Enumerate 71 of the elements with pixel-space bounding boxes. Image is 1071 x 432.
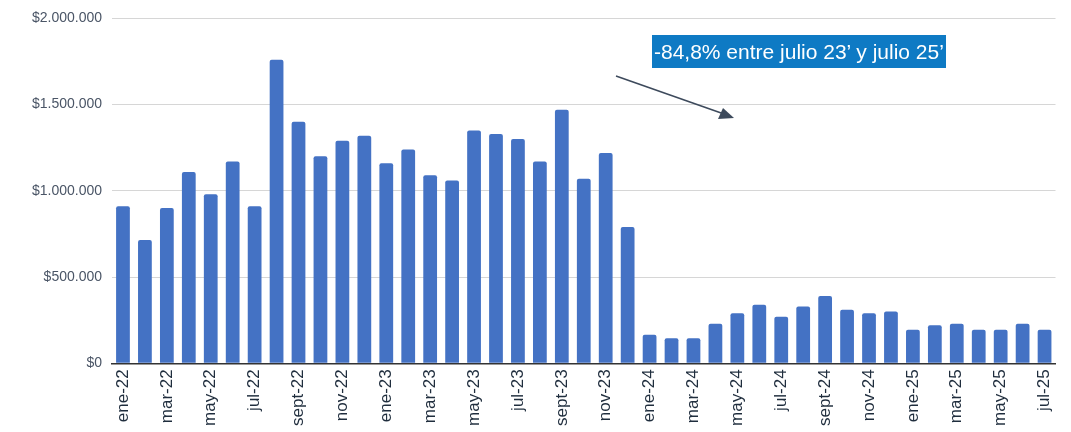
bar <box>664 338 679 363</box>
x-tick-label: jul-22 <box>244 369 264 412</box>
x-tick-label: sept-22 <box>288 369 308 426</box>
bar <box>554 109 569 363</box>
x-tick-label: mar-25 <box>946 369 966 424</box>
bar <box>906 329 920 363</box>
y-tick-label: $1.000.000 <box>31 181 103 198</box>
bar <box>357 135 372 363</box>
x-tick-label: ene-24 <box>639 369 659 423</box>
bar <box>138 240 152 363</box>
x-tick-label: mar-24 <box>683 369 703 424</box>
bar <box>642 334 657 363</box>
bar <box>862 313 876 363</box>
x-tick-label: mar-23 <box>419 369 439 424</box>
x-tick-label: ene-23 <box>375 369 395 423</box>
bar <box>686 338 701 363</box>
bar <box>818 296 833 363</box>
x-tick-label: mar-22 <box>156 369 176 424</box>
x-tick-label: sept-24 <box>814 369 834 426</box>
x-tick-label: ene-25 <box>902 369 922 423</box>
bar <box>949 323 964 363</box>
bar <box>993 329 1008 363</box>
bar <box>1015 323 1030 363</box>
bar <box>752 304 767 363</box>
bar <box>313 156 328 363</box>
bar <box>533 161 547 363</box>
bar <box>291 121 306 363</box>
bar <box>116 206 130 363</box>
bar <box>1037 329 1052 363</box>
bar <box>774 316 789 363</box>
bar <box>884 311 898 363</box>
bar <box>511 139 525 363</box>
x-tick-label: may-25 <box>990 369 1010 426</box>
bar <box>620 227 635 363</box>
bar <box>401 149 416 363</box>
x-tick-label: nov-23 <box>595 369 615 422</box>
x-tick-label: sept-23 <box>551 369 571 426</box>
x-tick-label: ene-22 <box>112 369 132 423</box>
bar <box>971 329 986 363</box>
annotation: -84,8% entre julio 23’ y julio 25’ <box>652 35 946 68</box>
y-tick-label: $2.000.000 <box>31 9 103 26</box>
bar <box>181 171 196 363</box>
bar <box>203 194 218 363</box>
x-tick-label: jul-23 <box>507 369 527 412</box>
bar <box>225 161 240 363</box>
bar <box>840 309 854 363</box>
bar <box>423 175 438 363</box>
bar <box>247 206 262 363</box>
y-tick-label: $500.000 <box>43 267 103 284</box>
x-tick-label: nov-22 <box>332 369 352 422</box>
bar <box>159 208 174 363</box>
bar <box>927 325 942 363</box>
bar <box>730 313 745 363</box>
x-tick-label: may-24 <box>727 369 747 426</box>
bar <box>269 59 284 363</box>
x-tick-label: may-22 <box>200 369 220 426</box>
bar <box>708 323 723 363</box>
x-tick-label: jul-25 <box>1034 369 1054 412</box>
x-tick-label: jul-24 <box>770 369 790 412</box>
bar <box>598 152 613 363</box>
bar <box>379 163 394 363</box>
bar <box>796 306 811 363</box>
y-tick-label: $1.500.000 <box>31 95 103 112</box>
x-tick-label: may-23 <box>463 369 483 426</box>
x-tick-label: nov-24 <box>858 369 878 422</box>
bar <box>467 130 481 363</box>
y-tick-label: $0 <box>86 354 103 371</box>
bar <box>576 178 591 363</box>
bar <box>489 133 503 363</box>
bar <box>445 180 459 363</box>
bar <box>335 140 350 363</box>
